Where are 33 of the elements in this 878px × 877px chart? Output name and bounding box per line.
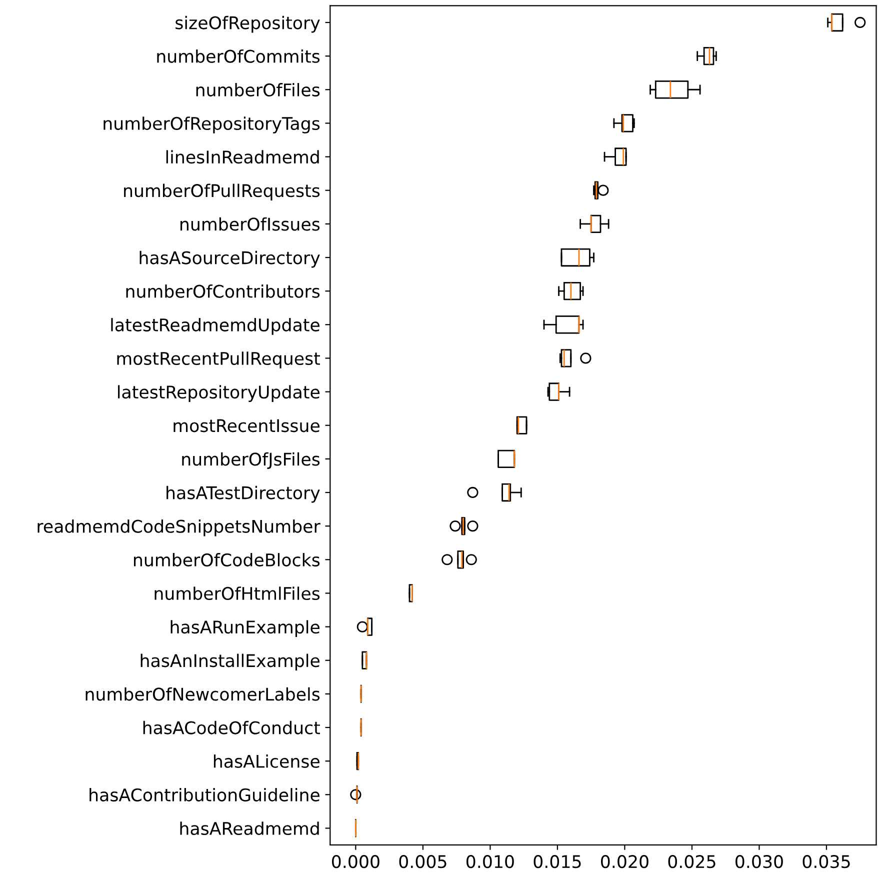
x-tick-label: 0.030 bbox=[736, 855, 783, 868]
y-tick-label: hasASourceDirectory bbox=[140, 250, 320, 268]
y-tick-label: numberOfHtmlFiles bbox=[154, 586, 320, 600]
y-tick-label: latestReadmemdUpdate bbox=[111, 318, 320, 335]
y-tick-label: numberOfPullRequests bbox=[124, 184, 320, 201]
y-tick-label: mostRecentIssue bbox=[174, 419, 320, 432]
x-tick-label: 0.005 bbox=[399, 855, 446, 868]
x-tick-label: 0.015 bbox=[534, 855, 581, 868]
y-tick-label: numberOfJsFiles bbox=[182, 452, 320, 469]
y-tick-label: numberOfFiles bbox=[196, 83, 320, 96]
y-tick-label: numberOfIssues bbox=[180, 217, 320, 231]
x-tick-label: 0.025 bbox=[668, 855, 716, 868]
y-tick-label: mostRecentPullRequest bbox=[117, 352, 320, 368]
y-tick-label: numberOfContributors bbox=[126, 284, 320, 298]
x-tick-label: 0.000 bbox=[332, 855, 380, 868]
y-tick-label: numberOfNewcomerLabels bbox=[86, 687, 320, 701]
y-tick-label: latestRepositoryUpdate bbox=[118, 385, 320, 402]
y-tick-label: hasARunExample bbox=[170, 620, 320, 637]
y-tick-label: hasALicense bbox=[214, 754, 320, 768]
y-tick-label: numberOfRepositoryTags bbox=[104, 116, 320, 134]
y-tick-label: hasATestDirectory bbox=[166, 486, 320, 503]
y-tick-label: hasAnInstallExample bbox=[140, 654, 320, 671]
y-tick-label: linesInReadmemd bbox=[166, 150, 319, 164]
y-tick-label: readmemdCodeSnippetsNumber bbox=[38, 519, 320, 536]
x-tick-label: 0.020 bbox=[601, 855, 648, 868]
x-tick-label: 0.010 bbox=[466, 855, 514, 868]
y-tick-label: hasACodeOfConduct bbox=[143, 720, 320, 734]
y-tick-label: sizeOfRepository bbox=[176, 16, 320, 33]
y-tick-label: hasAContributionGuideline bbox=[90, 788, 320, 802]
y-tick-label: numberOfCodeBlocks bbox=[134, 553, 320, 566]
x-tick-label: 0.035 bbox=[802, 855, 850, 868]
y-tick-label: numberOfCommits bbox=[157, 49, 320, 63]
y-tick-label: hasAReadmemd bbox=[180, 822, 319, 836]
